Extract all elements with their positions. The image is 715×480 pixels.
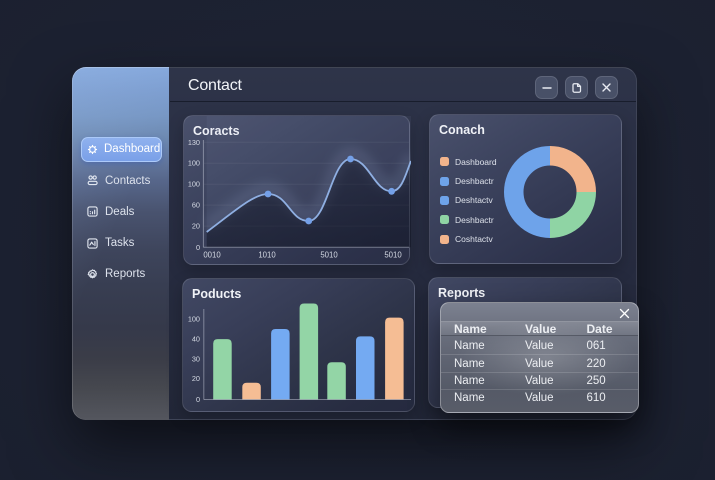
svg-text:0: 0 [196,395,200,404]
svg-text:5010: 5010 [320,251,338,260]
svg-text:5010: 5010 [384,251,402,260]
svg-text:100: 100 [188,315,200,324]
svg-text:130: 130 [188,138,200,147]
svg-text:1010: 1010 [258,251,276,260]
svg-text:0: 0 [196,243,200,252]
svg-text:100: 100 [188,180,200,189]
svg-text:20: 20 [192,374,200,383]
svg-text:30: 30 [192,355,200,364]
svg-text:20: 20 [192,222,200,231]
svg-text:0010: 0010 [203,251,221,260]
svg-text:60: 60 [192,201,200,210]
svg-text:100: 100 [188,159,200,168]
svg-text:40: 40 [192,335,200,344]
